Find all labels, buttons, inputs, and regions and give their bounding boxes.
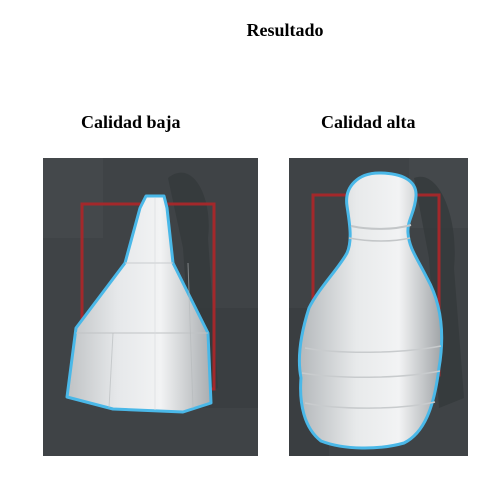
result-title: Resultado (246, 20, 324, 40)
high-poly-bottle (297, 171, 444, 450)
high-quality-render (289, 158, 468, 456)
low-quality-render (43, 158, 258, 456)
low-quality-viewport (43, 158, 258, 456)
high-quality-viewport (289, 158, 468, 456)
high-quality-label: Calidad alta (321, 112, 416, 132)
low-quality-label: Calidad baja (81, 112, 181, 132)
